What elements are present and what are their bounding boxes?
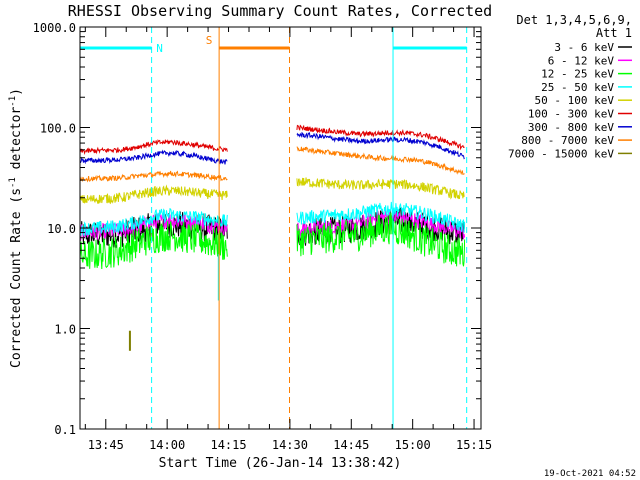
legend-header-detectors: Det 1,3,4,5,6,9, xyxy=(516,13,632,27)
x-tick-label-2: 14:15 xyxy=(210,438,246,452)
plot-layer xyxy=(79,124,466,351)
legend-label-0: 3 - 6 keV xyxy=(554,41,614,54)
chart-title: RHESSI Observing Summary Count Rates, Co… xyxy=(68,2,492,20)
y-axis-label-sup1: -1 xyxy=(8,177,18,188)
series-line-2-segment-2 xyxy=(296,212,466,267)
legend-label-3: 25 - 50 keV xyxy=(541,81,614,94)
series-line-4-segment-1 xyxy=(79,184,228,205)
y-axis-label-end: ) xyxy=(9,88,24,96)
x-tick-label-4: 14:45 xyxy=(333,438,369,452)
legend-label-7: 800 - 7000 keV xyxy=(521,134,614,147)
x-tick-label-6: 15:15 xyxy=(456,438,492,452)
generation-timestamp: 19-Oct-2021 04:52 xyxy=(544,469,636,479)
legend-header-attenuator: Att 1 xyxy=(596,26,632,40)
series-line-5-segment-1 xyxy=(79,139,228,155)
y-tick-label-1: 100.0 xyxy=(40,122,76,136)
x-tick-label-0: 13:45 xyxy=(88,438,124,452)
legend-label-1: 6 - 12 keV xyxy=(548,54,615,67)
x-tick-label-3: 14:30 xyxy=(272,438,308,452)
series-line-7-segment-1 xyxy=(79,170,228,183)
series-line-6-segment-1 xyxy=(79,149,228,165)
series-line-4-segment-2 xyxy=(296,177,465,200)
series-line-5-segment-2 xyxy=(296,124,465,151)
legend-label-6: 300 - 800 keV xyxy=(528,121,614,134)
series-line-6-segment-2 xyxy=(296,131,465,160)
series-line-3-segment-1 xyxy=(79,207,228,236)
legend-label-8: 7000 - 15000 keV xyxy=(508,147,614,160)
x-tick-label-1: 14:00 xyxy=(149,438,185,452)
y-tick-label-4: 0.1 xyxy=(54,423,76,437)
y-axis-label-mid: detector xyxy=(9,107,24,178)
x-tick-label-5: 15:00 xyxy=(395,438,431,452)
legend-label-4: 50 - 100 keV xyxy=(535,94,615,107)
y-axis-label-main: Corrected Count Rate (s xyxy=(9,188,24,368)
marker-label-S: S xyxy=(206,34,213,47)
series-line-3-segment-2 xyxy=(296,201,466,233)
y-axis-label: Corrected Count Rate (s-1 detector-1) xyxy=(8,88,24,368)
x-axis-label: Start Time (26-Jan-14 13:38:42) xyxy=(159,456,402,471)
series-line-1-segment-1 xyxy=(79,212,228,241)
series-line-2-segment-1 xyxy=(79,221,228,270)
y-tick-label-2: 10.0 xyxy=(47,222,76,236)
axes-layer: 1000.0 100.0 10.0 1.0 0.1 13:45 14:00 14:15 14:3… xyxy=(33,21,492,452)
y-tick-label-3: 1.0 xyxy=(54,323,76,337)
y-axis-label-sup2: -1 xyxy=(8,96,18,107)
marker-label-N: N xyxy=(156,42,163,55)
series-line-7-segment-2 xyxy=(296,146,465,175)
legend-label-2: 12 - 25 keV xyxy=(541,68,614,81)
legend-label-5: 100 - 300 keV xyxy=(528,108,614,121)
y-tick-label-0: 1000.0 xyxy=(33,21,76,35)
